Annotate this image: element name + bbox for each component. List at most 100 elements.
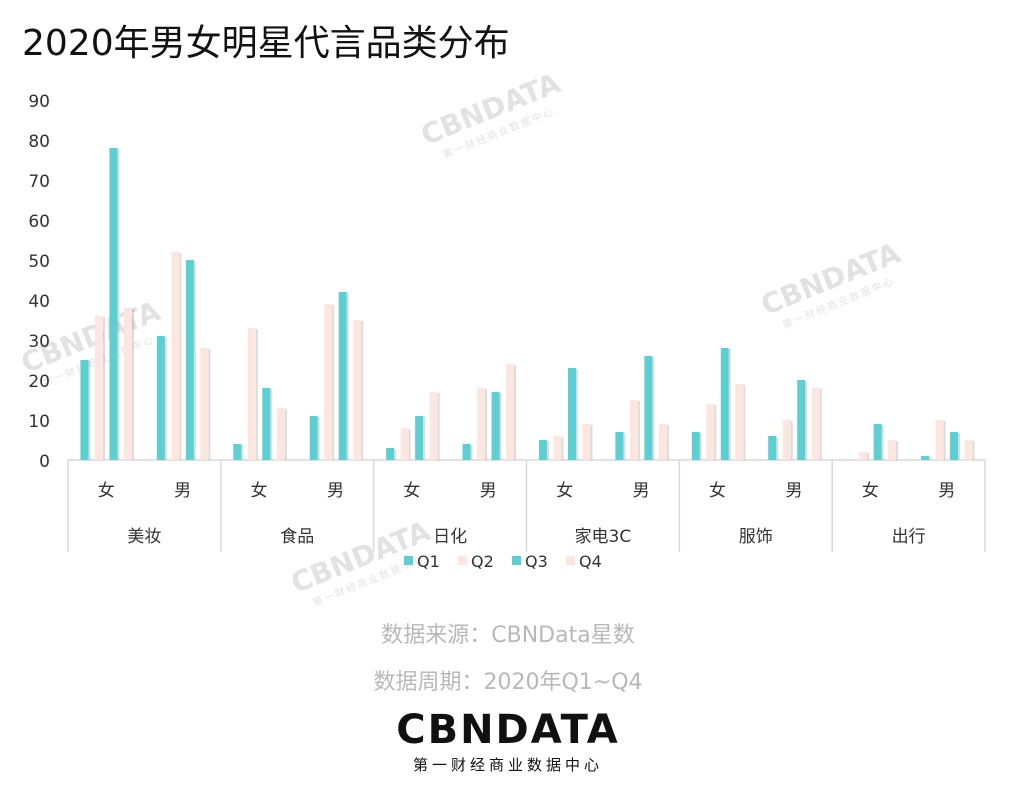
bar-shadow bbox=[972, 441, 975, 460]
bar-shadow bbox=[699, 433, 702, 460]
bar-q4 bbox=[200, 348, 209, 460]
bar-q2 bbox=[94, 316, 103, 460]
bar-q4 bbox=[582, 424, 591, 460]
y-tick-label: 70 bbox=[28, 172, 50, 192]
bar-q4 bbox=[123, 308, 132, 460]
y-tick-label: 20 bbox=[28, 372, 50, 392]
bar-q2 bbox=[400, 428, 409, 460]
bar-q4 bbox=[353, 320, 362, 460]
bar-shadow bbox=[561, 437, 564, 460]
bar-shadow bbox=[131, 309, 134, 460]
bar-q2 bbox=[553, 436, 562, 460]
bar-shadow bbox=[623, 433, 626, 460]
brand-logo: CBNDATA bbox=[396, 707, 620, 753]
bar-q4 bbox=[735, 384, 744, 460]
legend-swatch bbox=[458, 556, 467, 565]
bar-q3 bbox=[873, 424, 882, 460]
bar-q1 bbox=[80, 360, 89, 460]
bar-q3 bbox=[491, 392, 500, 460]
bar-q3 bbox=[644, 356, 653, 460]
bar-shadow bbox=[514, 365, 517, 460]
bar-q2 bbox=[706, 404, 715, 460]
group-label: 美妆 bbox=[127, 527, 161, 547]
bar-shadow bbox=[394, 449, 397, 460]
bar-q2 bbox=[477, 388, 486, 460]
bar-q2 bbox=[629, 400, 638, 460]
bar-q3 bbox=[567, 368, 576, 460]
bar-q3 bbox=[338, 292, 347, 460]
bar-shadow bbox=[575, 369, 578, 460]
bar-shadow bbox=[819, 389, 822, 460]
category-label: 男 bbox=[633, 481, 650, 501]
bar-shadow bbox=[637, 401, 640, 460]
bar-q2 bbox=[859, 452, 868, 460]
bar-q4 bbox=[658, 424, 667, 460]
bar-q1 bbox=[156, 336, 165, 460]
category-label: 男 bbox=[938, 481, 955, 501]
page-title: 2020年男女明星代言品类分布 bbox=[22, 23, 510, 64]
legend-swatch bbox=[404, 556, 413, 565]
bar-q1 bbox=[921, 456, 930, 460]
y-tick-label: 60 bbox=[28, 212, 50, 232]
legend-label: Q1 bbox=[417, 552, 440, 571]
bar-shadow bbox=[776, 437, 779, 460]
category-label: 男 bbox=[480, 481, 497, 501]
category-label: 女 bbox=[98, 481, 115, 501]
bar-q2 bbox=[324, 304, 333, 460]
y-tick-label: 90 bbox=[28, 92, 50, 112]
legend-swatch bbox=[512, 556, 521, 565]
category-label: 男 bbox=[327, 481, 344, 501]
bar-q3 bbox=[950, 432, 959, 460]
category-label: 女 bbox=[556, 481, 573, 501]
bar-shadow bbox=[958, 433, 961, 460]
category-label: 女 bbox=[862, 481, 879, 501]
brand-subtitle: 第一财经商业数据中心 bbox=[412, 756, 603, 774]
bar-shadow bbox=[255, 329, 258, 460]
y-tick-label: 80 bbox=[28, 132, 50, 152]
category-label: 女 bbox=[709, 481, 726, 501]
bar-shadow bbox=[499, 393, 502, 460]
bar-q4 bbox=[506, 364, 515, 460]
bar-shadow bbox=[867, 453, 870, 460]
bar-shadow bbox=[241, 445, 244, 460]
category-label: 男 bbox=[785, 481, 802, 501]
bar-shadow bbox=[164, 337, 167, 460]
bar-shadow bbox=[743, 385, 746, 460]
bar-shadow bbox=[666, 425, 669, 460]
bar-q4 bbox=[429, 392, 438, 460]
bar-shadow bbox=[943, 421, 946, 460]
bar-q2 bbox=[782, 420, 791, 460]
bar-q2 bbox=[247, 328, 256, 460]
bar-shadow bbox=[408, 429, 411, 460]
bar-q2 bbox=[935, 420, 944, 460]
bar-shadow bbox=[117, 149, 120, 460]
bar-q3 bbox=[415, 416, 424, 460]
bar-q1 bbox=[768, 436, 777, 460]
bar-shadow bbox=[317, 417, 320, 460]
bar-shadow bbox=[485, 389, 488, 460]
bar-q4 bbox=[811, 388, 820, 460]
bar-q1 bbox=[386, 448, 395, 460]
y-tick-label: 0 bbox=[39, 452, 50, 472]
bar-q1 bbox=[538, 440, 547, 460]
group-label: 食品 bbox=[280, 527, 314, 547]
bar-shadow bbox=[332, 305, 335, 460]
bar-shadow bbox=[896, 441, 899, 460]
category-label: 女 bbox=[403, 481, 420, 501]
bar-shadow bbox=[179, 253, 182, 460]
bar-q1 bbox=[309, 416, 318, 460]
bar-q3 bbox=[262, 388, 271, 460]
bar-shadow bbox=[728, 349, 731, 460]
group-label: 出行 bbox=[892, 527, 926, 547]
bar-shadow bbox=[714, 405, 717, 460]
bar-shadow bbox=[881, 425, 884, 460]
bar-q3 bbox=[109, 148, 118, 460]
bar-q4 bbox=[276, 408, 285, 460]
legend-label: Q4 bbox=[579, 552, 602, 571]
bar-shadow bbox=[590, 425, 593, 460]
bar-q4 bbox=[964, 440, 973, 460]
bar-shadow bbox=[423, 417, 426, 460]
bar-q3 bbox=[720, 348, 729, 460]
legend-swatch bbox=[566, 556, 575, 565]
